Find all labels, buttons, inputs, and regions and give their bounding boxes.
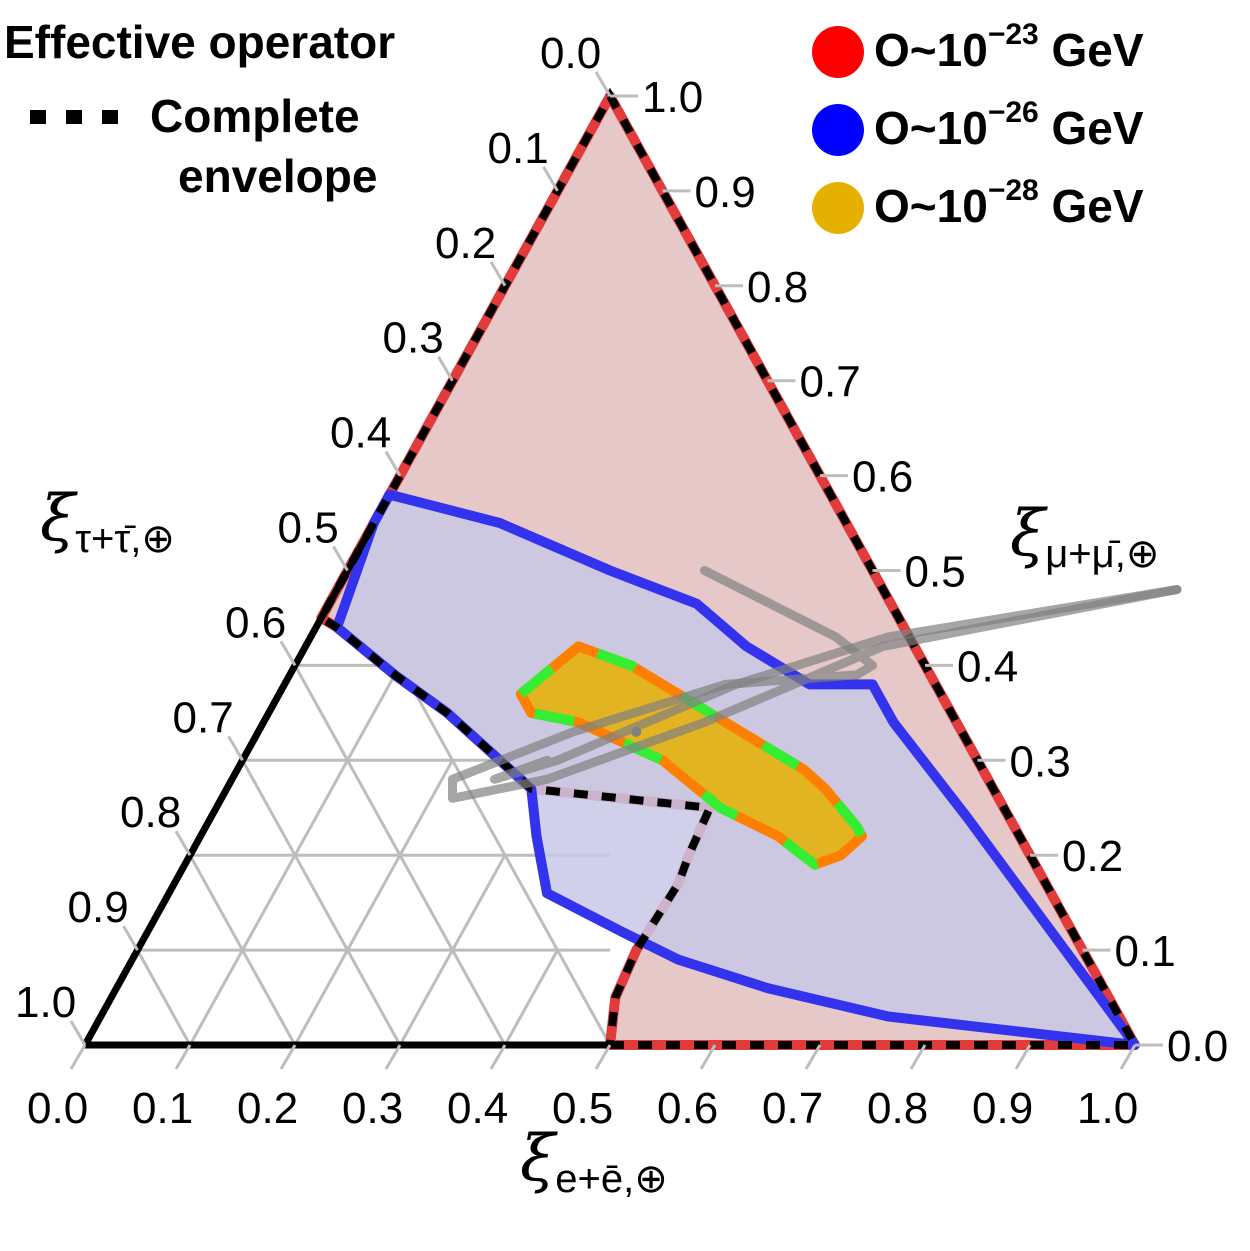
bottom-tick-label: 1.0 [1077,1084,1138,1133]
legend-title: Effective operator [4,16,395,68]
right-tick-label: 0.2 [1062,832,1123,881]
right-tick-label: 0.5 [905,548,966,597]
right-tick-label: 0.1 [1115,927,1176,976]
left-tick-label: 0.6 [225,598,286,647]
left-tick [542,166,559,192]
bottom-tick-label: 0.5 [552,1084,613,1133]
tick-labels: 0.0 0.0 0.0 0.1 0.1 0.1 0.2 0.2 0.2 0.3 0.3 0.3 0.4 0… [15,29,1228,1133]
legend-swatch [812,26,864,78]
region-fill [520,646,862,865]
left-tick [489,261,507,287]
bottom-tick-label: 0.8 [867,1084,928,1133]
bottom-tick [279,1044,297,1070]
grid-line [293,664,507,1046]
bottom-axis-title: ξe+ē,⊕ [520,1122,668,1201]
left-tick [384,450,402,477]
right-tick-label: 0.9 [695,168,756,217]
bottom-tick [804,1044,822,1070]
legend-swatch [812,104,864,156]
right-tick-label: 0.6 [852,453,913,502]
left-tick-label: 0.8 [120,788,181,837]
left-tick-label: 0.5 [278,504,339,553]
bottom-tick-label: 0.9 [972,1084,1033,1133]
right-tick-label: 0.3 [1010,737,1071,786]
left-tick-label: 0.4 [330,409,391,458]
grid-line [503,949,559,1046]
credible-regions [315,87,1142,1050]
triangle-frame [81,521,610,1049]
bottom-tick-label: 0.1 [132,1084,193,1133]
grey-contour [448,566,1182,803]
bottom-tick [1119,1044,1137,1070]
left-tick [174,830,192,856]
legend-entry: O~10−28 GeV [874,174,1144,232]
bottom-tick-label: 0.0 [27,1084,88,1133]
best-fit-point [631,726,642,737]
left-tick-label: 0.9 [68,883,129,932]
left-tick-label: 1.0 [15,978,76,1027]
bottom-tick-label: 0.4 [447,1084,508,1133]
bottom-tick-label: 0.2 [237,1084,298,1133]
right-tick-label: 0.8 [747,263,808,312]
left-tick [279,640,297,667]
right-tick-label: 0.0 [1167,1022,1228,1071]
tick-marks [69,71,1163,1070]
grid-line [136,949,192,1046]
right-tick-label: 1.0 [642,73,703,122]
left-tick [69,1020,87,1046]
grid-line [241,759,402,1046]
grey-contours [448,566,1182,803]
complete-envelope [315,87,1142,1049]
left-tick [594,71,612,97]
left-edge [81,521,377,1047]
grid-line [188,854,297,1046]
left-tick [332,545,349,572]
right-axis-title: ξμ+μ̄,⊕ [1010,497,1159,576]
left-tick-label: 0.0 [540,29,601,78]
bottom-tick [174,1044,192,1070]
bottom-tick [69,1044,87,1070]
left-tick [437,355,454,382]
right-tick-label: 0.7 [800,358,861,407]
legend-entry: O~10−23 GeV [874,18,1144,76]
bottom-tick-label: 0.3 [342,1084,403,1133]
left-axis-title: ξτ+τ̄,⊕ [40,482,175,561]
legend-envelope-line2: envelope [178,150,377,202]
left-tick [122,925,139,951]
legend-right: O~10−23 GeV O~10−26 GeV O~10−28 GeV [812,18,1144,234]
left-tick-label: 0.1 [488,124,549,173]
bottom-tick-label: 0.6 [657,1084,718,1133]
left-tick [227,735,244,762]
left-tick-label: 0.7 [173,693,234,742]
bottom-tick [699,1044,717,1070]
bottom-tick [594,1044,612,1070]
right-tick-label: 0.4 [957,642,1018,691]
legend-entry: O~10−26 GeV [874,96,1144,154]
bottom-tick [909,1044,927,1070]
legend-envelope-line1: Complete [150,90,360,142]
left-tick-label: 0.3 [383,314,444,363]
legend-swatch [812,182,864,234]
bottom-tick-label: 0.7 [762,1084,823,1133]
left-tick-label: 0.2 [435,219,496,268]
grid-line [293,759,454,1046]
bottom-tick [384,1044,402,1070]
grey-contour [490,585,1182,784]
bottom-tick [489,1044,507,1070]
legend-left: Effective operator Complete envelope [4,16,395,202]
bottom-tick [1014,1044,1032,1070]
